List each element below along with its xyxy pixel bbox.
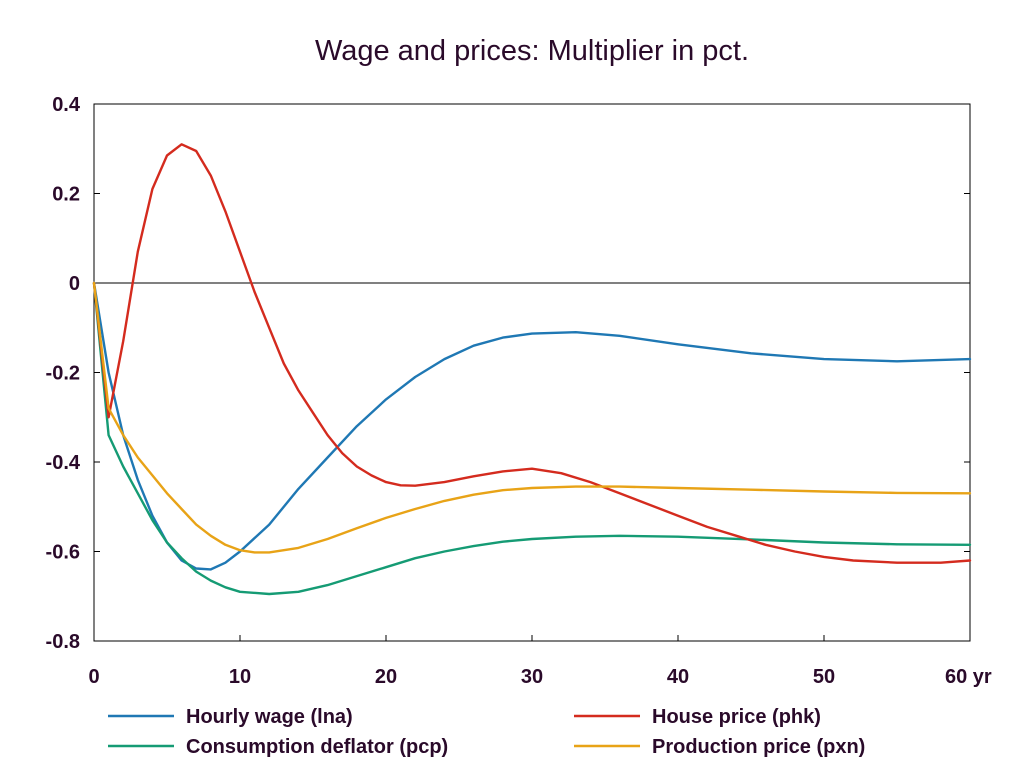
x-tick-label: 60 yr [945, 666, 992, 688]
x-tick-label: 40 [667, 666, 689, 688]
legend-label: Production price (pxn) [652, 736, 865, 758]
plot-frame [93, 103, 971, 642]
y-tick-label: -0.4 [46, 452, 81, 474]
y-tick-label: -0.2 [46, 363, 80, 385]
x-tick-label: 10 [229, 666, 251, 688]
y-tick-label: -0.6 [46, 542, 80, 564]
y-tick-label: 0.2 [52, 184, 80, 206]
legend-label: Hourly wage (lna) [186, 706, 353, 728]
legend-label: House price (phk) [652, 706, 821, 728]
series-lines [92, 143, 972, 596]
tick-marks [93, 103, 971, 642]
y-axis-tick-labels: 0.4 0.2 0 -0.2 -0.4 -0.6 -0.8 [46, 94, 81, 653]
y-tick-label: 0.4 [52, 94, 81, 116]
series-line-production-price-pxn [92, 281, 972, 554]
y-tick-label: 0 [69, 273, 80, 295]
x-tick-label: 50 [813, 666, 835, 688]
x-tick-label: 30 [521, 666, 543, 688]
series-line-consumption-deflator-pcp [92, 281, 972, 596]
series-line-hourly-wage-lna [92, 281, 972, 571]
y-tick-label: -0.8 [46, 631, 80, 653]
x-tick-label: 20 [375, 666, 397, 688]
x-tick-label: 0 [88, 666, 99, 688]
legend: Hourly wage (lna) Consumption deflator (p… [108, 706, 865, 758]
series-line-house-price-phk [92, 143, 972, 564]
legend-label: Consumption deflator (pcp) [186, 736, 448, 758]
chart-title: Wage and prices: Multiplier in pct. [315, 35, 749, 67]
x-axis-tick-labels: 0 10 20 30 40 50 60 yr [88, 666, 991, 688]
